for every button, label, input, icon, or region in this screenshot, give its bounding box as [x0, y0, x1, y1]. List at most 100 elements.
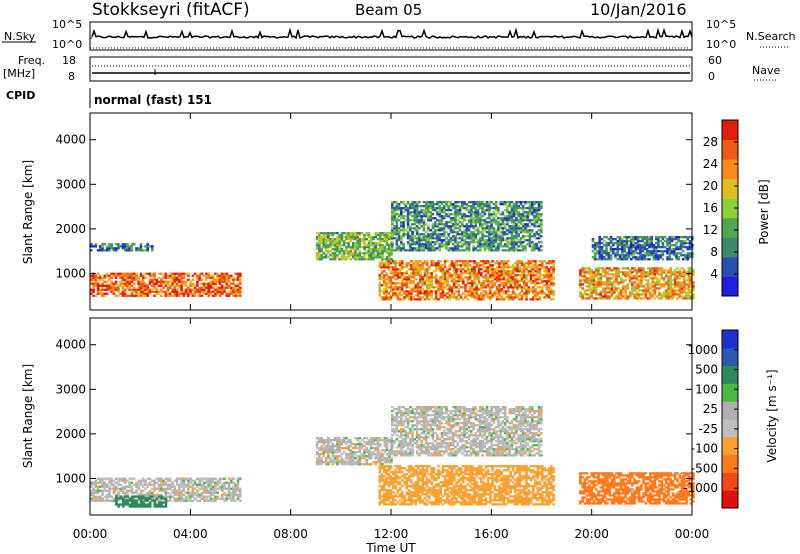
heatmap-cell — [501, 201, 505, 204]
heatmap-cell — [402, 203, 405, 206]
heatmap-cell — [467, 237, 471, 240]
heatmap-cell — [202, 485, 206, 488]
heatmap-cell — [232, 491, 235, 494]
heatmap-cell — [135, 276, 138, 279]
heatmap-cell — [169, 497, 172, 500]
heatmap-cell — [475, 296, 479, 299]
heatmap-cell — [679, 242, 683, 245]
heatmap-cell — [155, 292, 159, 295]
heatmap-cell — [581, 271, 584, 274]
heatmap-cell — [468, 270, 472, 273]
heatmap-cell — [415, 241, 419, 244]
heatmap-cell — [349, 254, 353, 257]
heatmap-cell — [606, 291, 609, 294]
heatmap-cell — [499, 239, 502, 242]
heatmap-cell — [392, 272, 395, 275]
heatmap-cell — [121, 278, 125, 281]
heatmap-cell — [547, 272, 551, 275]
heatmap-cell — [376, 234, 380, 237]
heatmap-cell — [438, 207, 441, 210]
heatmap-cell — [329, 234, 332, 237]
heatmap-cell — [169, 280, 172, 283]
heatmap-cell — [473, 286, 476, 289]
heatmap-cell — [200, 495, 204, 498]
heatmap-cell — [510, 229, 514, 232]
heatmap-cell — [184, 495, 188, 498]
heatmap-cell — [198, 276, 201, 279]
heatmap-cell — [468, 278, 472, 281]
heatmap-cell — [516, 284, 519, 287]
heatmap-cell — [610, 269, 614, 272]
heatmap-cell — [662, 271, 666, 274]
heatmap-cell — [671, 283, 675, 286]
heatmap-cell — [512, 241, 516, 244]
heatmap-cell — [412, 296, 415, 299]
heatmap-cell — [658, 267, 661, 270]
heatmap-cell — [123, 493, 127, 496]
heatmap-cell — [446, 260, 449, 263]
heatmap-cell — [493, 274, 497, 277]
heatmap-cell — [511, 288, 515, 291]
heatmap-cell — [528, 211, 532, 214]
heatmap-cell — [612, 244, 615, 247]
heatmap-cell — [534, 274, 537, 277]
heatmap-cell — [646, 289, 650, 292]
heatmap-cell — [216, 497, 219, 500]
heatmap-cell — [617, 281, 621, 284]
heatmap-cell — [442, 245, 446, 248]
heatmap-cell — [636, 252, 640, 255]
heatmap-cell — [400, 225, 403, 228]
heatmap-cell — [141, 294, 145, 297]
heatmap-cell — [92, 294, 95, 297]
heatmap-cell — [420, 237, 423, 240]
heatmap-cell — [171, 280, 174, 283]
heatmap-cell — [459, 268, 463, 271]
heatmap-cell — [378, 282, 382, 285]
heatmap-cell — [527, 286, 531, 289]
heatmap-cell — [160, 487, 163, 490]
heatmap-cell — [439, 296, 442, 299]
heatmap-cell — [583, 289, 587, 292]
heatmap-cell — [397, 233, 401, 236]
heatmap-cell — [528, 205, 532, 208]
heatmap-cell — [454, 205, 457, 208]
heatmap-cell — [378, 274, 382, 277]
heatmap-cell — [128, 477, 131, 480]
heatmap-cell — [529, 274, 533, 277]
heatmap-cell — [482, 280, 485, 283]
heatmap-cell — [354, 234, 357, 237]
heatmap-cell — [547, 290, 551, 293]
heatmap-cell — [105, 485, 109, 488]
heatmap-cell — [433, 233, 437, 236]
heatmap-cell — [409, 235, 412, 238]
heatmap-cell — [657, 256, 660, 259]
heatmap-cell — [489, 290, 492, 293]
heatmap-cell — [631, 267, 634, 270]
heatmap-cell — [218, 274, 222, 277]
heatmap-cell — [151, 483, 154, 486]
heatmap-cell — [395, 237, 399, 240]
heatmap-cell — [486, 286, 490, 289]
heatmap-cell — [420, 233, 423, 236]
heatmap-cell — [493, 282, 497, 285]
heatmap-cell — [540, 227, 543, 230]
heatmap-cell — [477, 296, 481, 299]
heatmap-cell — [157, 280, 161, 283]
heatmap-cell — [92, 286, 95, 289]
heatmap-cell — [516, 282, 519, 285]
heatmap-cell — [449, 201, 453, 204]
heatmap-cell — [216, 286, 219, 289]
heatmap-cell — [202, 274, 206, 277]
heatmap-cell — [593, 244, 597, 247]
heatmap-cell — [336, 254, 339, 257]
heatmap-cell — [475, 266, 479, 269]
heatmap-cell — [488, 243, 491, 246]
heatmap-cell — [423, 282, 427, 285]
heatmap-cell — [424, 201, 428, 204]
heatmap-cell — [524, 211, 527, 214]
heatmap-cell — [397, 215, 401, 218]
heatmap-cell — [535, 233, 539, 236]
heatmap-cell — [547, 296, 551, 299]
heatmap-cell — [540, 231, 543, 234]
heatmap-cell — [178, 491, 181, 494]
